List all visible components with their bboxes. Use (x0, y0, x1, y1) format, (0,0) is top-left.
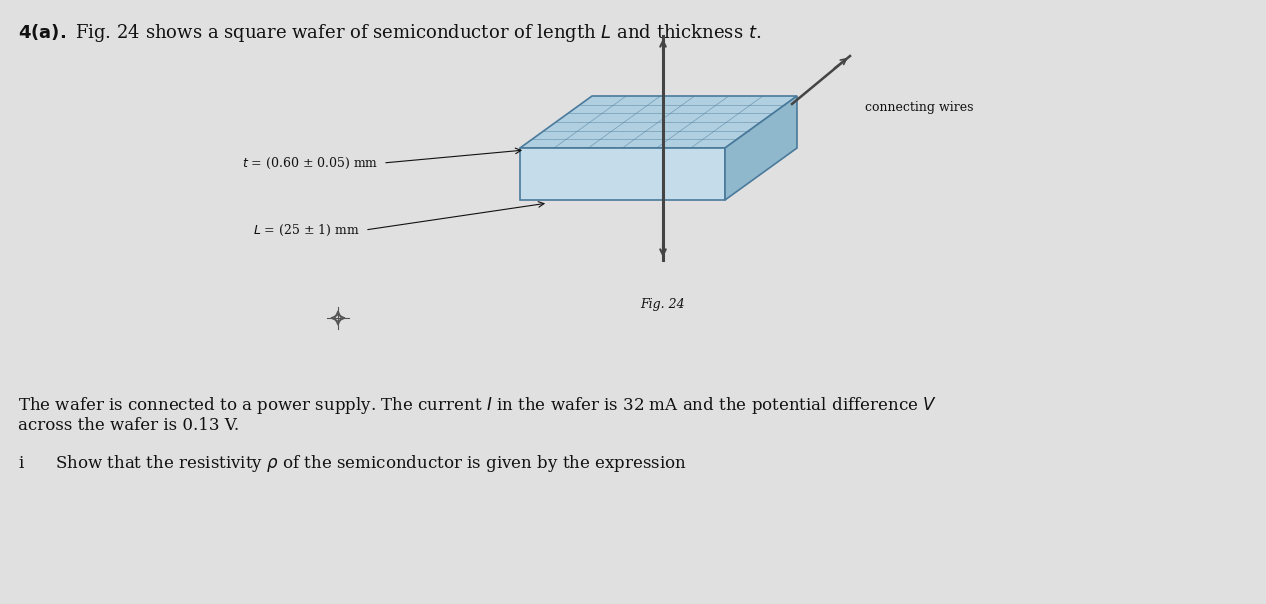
Text: i      Show that the resistivity $\it{\rho}$ of the semiconductor is given by th: i Show that the resistivity $\it{\rho}$ … (18, 453, 687, 474)
Polygon shape (520, 96, 798, 148)
Text: $\it{L}$ = (25 ± 1) mm: $\it{L}$ = (25 ± 1) mm (253, 222, 360, 237)
Text: connecting wires: connecting wires (865, 101, 974, 115)
Text: across the wafer is 0.13 V.: across the wafer is 0.13 V. (18, 417, 239, 434)
Text: Fig. 24: Fig. 24 (641, 298, 685, 311)
Text: The wafer is connected to a power supply. The current $\it{I}$ in the wafer is 3: The wafer is connected to a power supply… (18, 395, 937, 416)
Polygon shape (520, 148, 725, 200)
Polygon shape (725, 96, 798, 200)
Text: $\it{t}$ = (0.60 ± 0.05) mm: $\it{t}$ = (0.60 ± 0.05) mm (242, 155, 379, 170)
Text: $\mathbf{4(a).}$ Fig. 24 shows a square wafer of semiconductor of length $\it{L}: $\mathbf{4(a).}$ Fig. 24 shows a square … (18, 22, 761, 44)
